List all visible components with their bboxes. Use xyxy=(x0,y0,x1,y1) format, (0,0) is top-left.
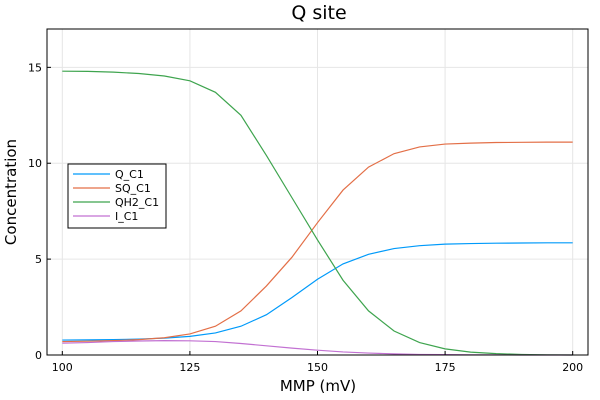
legend-label: Q_C1 xyxy=(115,168,144,181)
legend-label: SQ_C1 xyxy=(115,182,151,195)
series-line-qh2-c1 xyxy=(62,70,573,356)
y-tick-label: 5 xyxy=(35,253,42,266)
y-tick-label: 10 xyxy=(28,157,42,170)
legend-label: QH2_C1 xyxy=(115,196,159,209)
x-tick-label: 200 xyxy=(562,361,583,374)
legend-box xyxy=(67,163,167,229)
y-axis-label: Concentration xyxy=(2,139,20,245)
y-tick-label: 15 xyxy=(28,61,42,74)
axis-ticks: 100 125 150 175 200 0 5 10 15 xyxy=(28,61,583,374)
chart-title: Q site xyxy=(291,2,346,24)
x-axis-label: MMP (mV) xyxy=(280,377,356,395)
legend-label: I_C1 xyxy=(115,210,138,223)
series-line-sq-c1 xyxy=(62,141,573,343)
x-tick-label: 125 xyxy=(179,361,200,374)
x-tick-label: 100 xyxy=(52,361,73,374)
y-tick-label: 0 xyxy=(35,349,42,362)
x-tick-label: 150 xyxy=(307,361,328,374)
x-tick-label: 175 xyxy=(435,361,456,374)
